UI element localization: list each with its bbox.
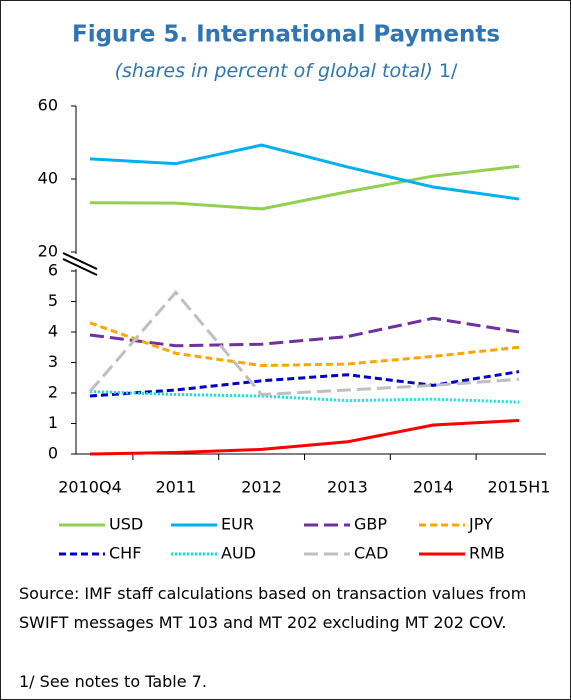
- axis-break: [62, 252, 98, 276]
- y-tick-label: 4: [48, 322, 58, 341]
- break-line: [62, 258, 98, 276]
- source-note: Source: IMF staff calculations based on …: [19, 584, 527, 632]
- series-line: [89, 316, 520, 348]
- x-tick-label: 2014: [413, 478, 454, 497]
- x-tick-label: 2012: [241, 478, 282, 497]
- legend-label: CAD: [354, 544, 388, 563]
- y-tick-label: 40: [38, 169, 58, 188]
- y-tick-label: 3: [48, 352, 58, 371]
- series-line: [89, 164, 520, 211]
- chart-subtitle: (shares in percent of global total) 1/: [115, 60, 458, 82]
- legend-label: JPY: [468, 515, 493, 534]
- legend-label: CHF: [109, 544, 141, 563]
- series-line: [89, 321, 520, 368]
- y-tick-label: 5: [48, 291, 58, 310]
- x-tick-label: 2015H1: [488, 478, 551, 497]
- series-line: [89, 389, 520, 404]
- y-tick-label: 0: [48, 444, 58, 463]
- x-tick-label: 2011: [155, 478, 196, 497]
- chart-title: Figure 5. International Payments: [72, 22, 500, 48]
- subtitle-text: (shares in percent of global total): [115, 60, 433, 82]
- y-tick-label: 1: [48, 413, 58, 432]
- series-line: [89, 418, 520, 456]
- series-line: [89, 143, 520, 201]
- legend-label: RMB: [469, 544, 505, 563]
- subtitle-note: 1/: [439, 60, 458, 82]
- footnote: 1/ See notes to Table 7.: [19, 672, 207, 691]
- y-tick-label: 20: [38, 242, 58, 261]
- break-line: [62, 252, 98, 270]
- y-tick-label: 2: [48, 383, 58, 402]
- legend-label: GBP: [354, 515, 387, 534]
- x-tick-label: 2013: [327, 478, 368, 497]
- y-tick-label: 60: [38, 96, 58, 115]
- legend-label: AUD: [221, 544, 256, 563]
- y-tick-label: 6: [48, 261, 58, 280]
- series-line: [89, 370, 520, 398]
- legend-label: EUR: [221, 515, 254, 534]
- x-tick-label: 2010Q4: [58, 478, 122, 497]
- legend-label: USD: [109, 515, 143, 534]
- series-line: [88, 290, 520, 397]
